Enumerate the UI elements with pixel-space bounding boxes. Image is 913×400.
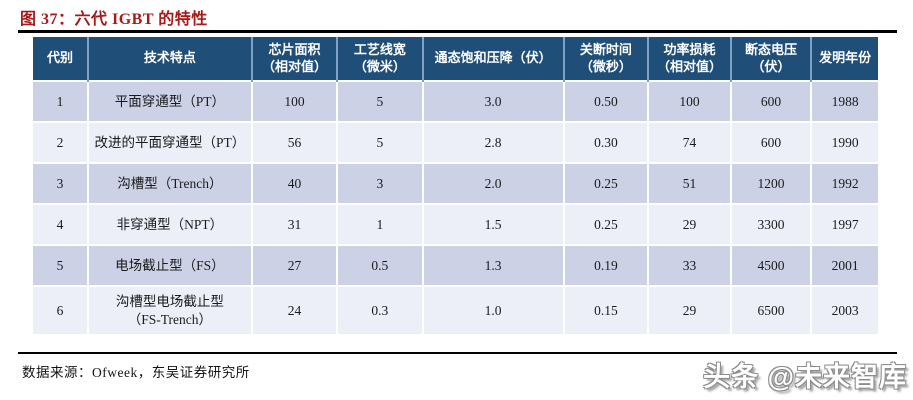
cell-chip-area: 40 <box>250 162 338 204</box>
data-source-note: 数据来源：Ofweek，东吴证券研究所 <box>22 365 250 380</box>
cell-chip-area: 100 <box>250 80 338 122</box>
cell-process-linewidth: 0.5 <box>336 244 423 286</box>
cell-saturation-voltage: 3.0 <box>421 80 564 122</box>
cell-power-loss: 29 <box>647 203 731 245</box>
cell-blocking-voltage: 600 <box>729 121 812 163</box>
title-underline-rule <box>18 30 897 33</box>
cell-power-loss: 51 <box>647 162 731 204</box>
cell-blocking-voltage: 1200 <box>729 162 812 204</box>
table-header-row: 代别 技术特点 芯片面积 （相对值） 工艺线宽 （微米） 通态饱和压降（伏） 关… <box>33 37 878 81</box>
column-header-tech-feature: 技术特点 <box>86 37 252 81</box>
column-header-process-linewidth: 工艺线宽 （微米） <box>336 37 423 81</box>
cell-turnoff-time: 0.30 <box>562 121 649 163</box>
cell-process-linewidth: 5 <box>336 80 423 122</box>
table-row: 1 平面穿通型（PT） 100 5 3.0 0.50 100 600 1988 <box>33 80 878 122</box>
cell-generation: 5 <box>33 244 88 286</box>
cell-process-linewidth: 5 <box>336 121 423 163</box>
cell-generation: 3 <box>33 162 88 204</box>
cell-saturation-voltage: 1.3 <box>421 244 564 286</box>
cell-invention-year: 1992 <box>810 162 878 204</box>
cell-chip-area: 56 <box>250 121 338 163</box>
table-row: 2 改进的平面穿通型（PT） 56 5 2.8 0.30 74 600 1990 <box>33 121 878 163</box>
cell-tech-feature: 非穿通型（NPT） <box>86 203 252 245</box>
table-row: 6 沟槽型电场截止型 （FS-Trench） 24 0.3 1.0 0.15 2… <box>33 285 878 334</box>
cell-turnoff-time: 0.50 <box>562 80 649 122</box>
cell-blocking-voltage: 600 <box>729 80 812 122</box>
cell-generation: 6 <box>33 285 88 334</box>
cell-blocking-voltage: 6500 <box>729 285 812 334</box>
cell-chip-area: 27 <box>250 244 338 286</box>
column-header-generation: 代别 <box>33 37 88 81</box>
cell-generation: 2 <box>33 121 88 163</box>
column-header-invention-year: 发明年份 <box>810 37 878 81</box>
column-header-turnoff-time: 关断时间 （微秒） <box>562 37 649 81</box>
igbt-characteristics-table: 代别 技术特点 芯片面积 （相对值） 工艺线宽 （微米） 通态饱和压降（伏） 关… <box>33 37 878 334</box>
cell-invention-year: 2001 <box>810 244 878 286</box>
cell-power-loss: 29 <box>647 285 731 334</box>
cell-process-linewidth: 0.3 <box>336 285 423 334</box>
cell-saturation-voltage: 2.0 <box>421 162 564 204</box>
cell-power-loss: 100 <box>647 80 731 122</box>
cell-turnoff-time: 0.15 <box>562 285 649 334</box>
cell-turnoff-time: 0.19 <box>562 244 649 286</box>
cell-blocking-voltage: 4500 <box>729 244 812 286</box>
column-header-blocking-voltage: 断态电压 （伏） <box>729 37 812 81</box>
cell-generation: 1 <box>33 80 88 122</box>
table-row: 3 沟槽型（Trench） 40 3 2.0 0.25 51 1200 1992 <box>33 162 878 204</box>
column-header-chip-area: 芯片面积 （相对值） <box>250 37 338 81</box>
cell-turnoff-time: 0.25 <box>562 203 649 245</box>
cell-invention-year: 1988 <box>810 80 878 122</box>
table-row: 4 非穿通型（NPT） 31 1 1.5 0.25 29 3300 1997 <box>33 203 878 245</box>
cell-tech-feature: 沟槽型电场截止型 （FS-Trench） <box>86 285 252 334</box>
cell-invention-year: 2003 <box>810 285 878 334</box>
cell-process-linewidth: 1 <box>336 203 423 245</box>
cell-chip-area: 24 <box>250 285 338 334</box>
table-bottom-rule <box>18 352 897 354</box>
cell-saturation-voltage: 1.5 <box>421 203 564 245</box>
table-row: 5 电场截止型（FS） 27 0.5 1.3 0.19 33 4500 2001 <box>33 244 878 286</box>
cell-blocking-voltage: 3300 <box>729 203 812 245</box>
cell-process-linewidth: 3 <box>336 162 423 204</box>
cell-saturation-voltage: 1.0 <box>421 285 564 334</box>
column-header-power-loss: 功率损耗 （相对值） <box>647 37 731 81</box>
cell-tech-feature: 平面穿通型（PT） <box>86 80 252 122</box>
cell-turnoff-time: 0.25 <box>562 162 649 204</box>
figure-title: 图 37：六代 IGBT 的特性 <box>20 11 208 28</box>
column-header-saturation-voltage: 通态饱和压降（伏） <box>421 37 564 81</box>
cell-tech-feature: 沟槽型（Trench） <box>86 162 252 204</box>
cell-tech-feature: 电场截止型（FS） <box>86 244 252 286</box>
cell-invention-year: 1990 <box>810 121 878 163</box>
cell-chip-area: 31 <box>250 203 338 245</box>
cell-generation: 4 <box>33 203 88 245</box>
cell-saturation-voltage: 2.8 <box>421 121 564 163</box>
cell-power-loss: 74 <box>647 121 731 163</box>
cell-power-loss: 33 <box>647 244 731 286</box>
watermark-toutiao: 头条 @未来智库 <box>703 362 907 392</box>
cell-invention-year: 1997 <box>810 203 878 245</box>
cell-tech-feature: 改进的平面穿通型（PT） <box>86 121 252 163</box>
